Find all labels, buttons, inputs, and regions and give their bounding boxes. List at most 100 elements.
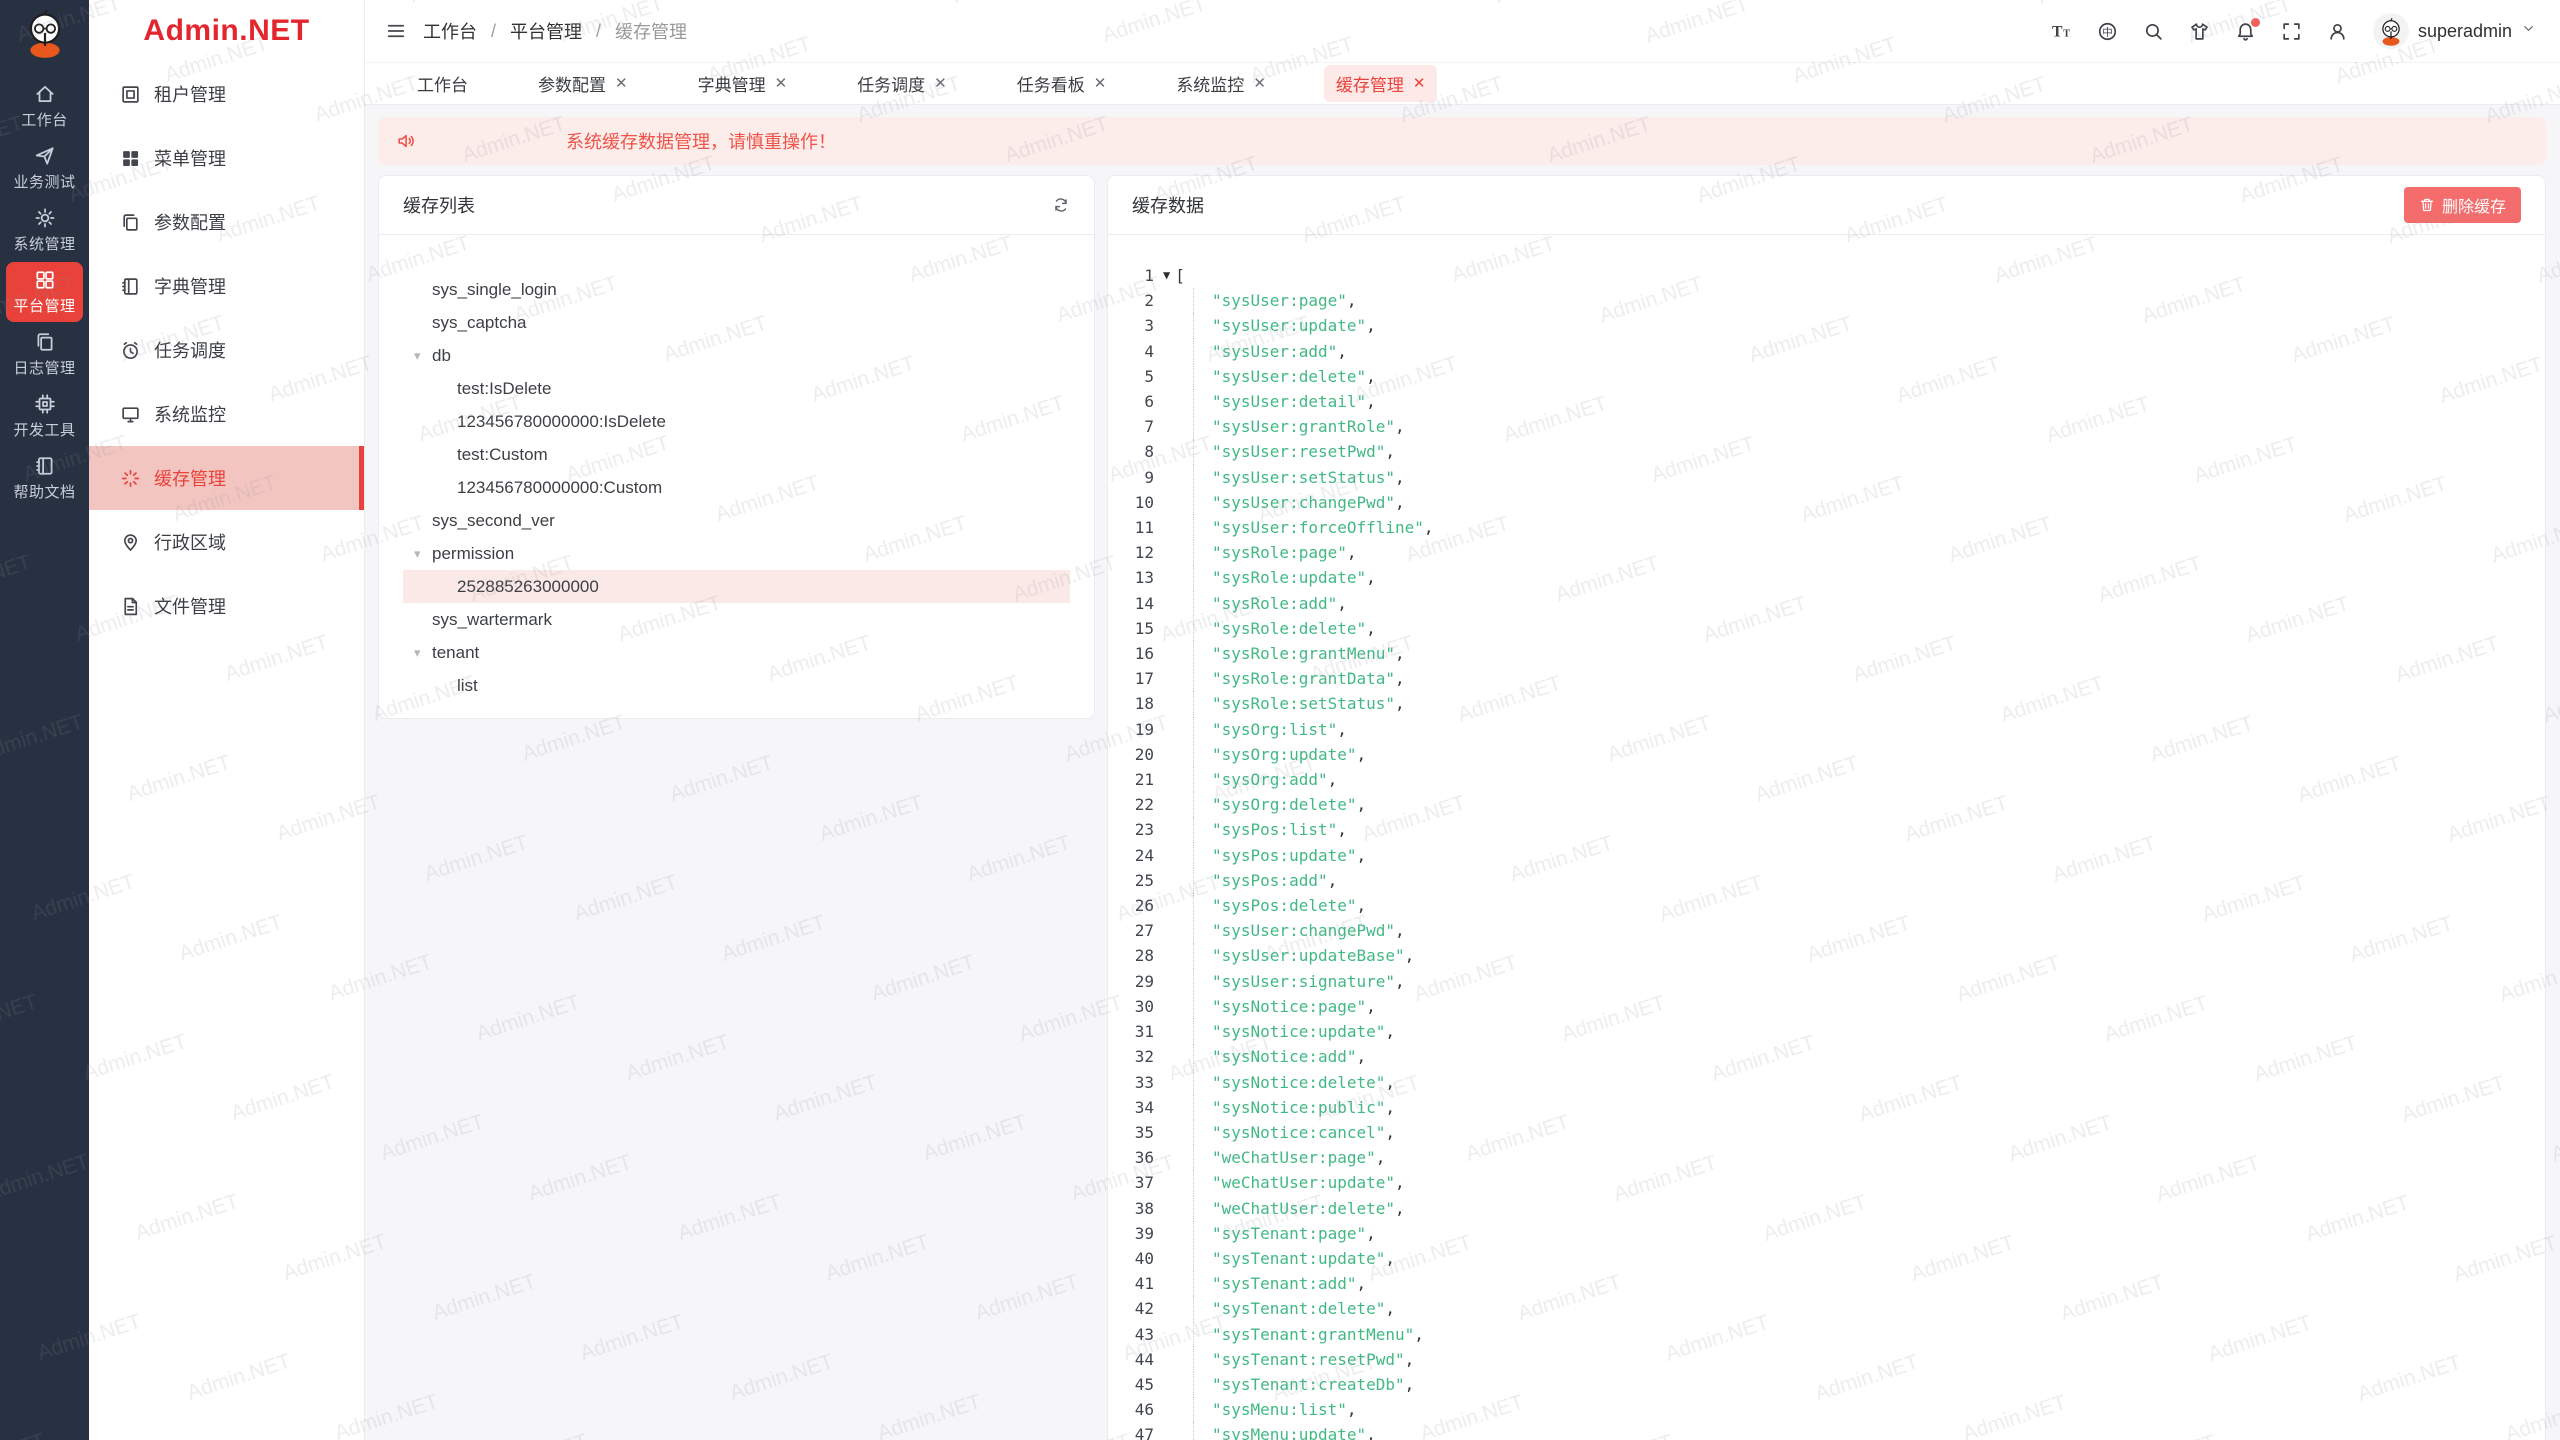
rail-item-平台管理[interactable]: 平台管理 — [6, 262, 83, 322]
tab-label: 任务看板 — [1016, 76, 1085, 95]
delete-cache-button[interactable]: 删除缓存 — [2403, 187, 2521, 223]
rail-item-日志管理[interactable]: 日志管理 — [6, 324, 83, 384]
line-number: 14 — [1134, 593, 1154, 613]
tab-缓存管理[interactable]: 缓存管理 ✕ — [1323, 65, 1438, 102]
tree-node-sys_wartermark[interactable]: sys_wartermark — [403, 603, 1070, 636]
tab-任务调度[interactable]: 任务调度 ✕ — [845, 65, 959, 102]
tab-任务看板[interactable]: 任务看板 ✕ — [1005, 65, 1119, 102]
theme-icon[interactable] — [2189, 21, 2210, 42]
refresh-icon[interactable] — [1052, 196, 1070, 214]
tree-node-sys_captcha[interactable]: sys_captcha — [403, 306, 1070, 339]
sidebar-item-系统监控[interactable]: 系统监控 — [89, 382, 364, 446]
sidebar-item-行政区域[interactable]: 行政区域 — [89, 510, 364, 574]
line-number: 44 — [1134, 1349, 1154, 1369]
sidebar-item-缓存管理[interactable]: 缓存管理 — [89, 446, 364, 510]
tree-node-123456780000000:IsDelete[interactable]: 123456780000000:IsDelete — [403, 405, 1070, 438]
line-number: 6 — [1144, 392, 1154, 412]
cache-tree: sys_single_login sys_captcha ▾ db test:I… — [379, 235, 1094, 702]
tree-node-test:IsDelete[interactable]: test:IsDelete — [403, 372, 1070, 405]
tree-node-tenant[interactable]: ▾ tenant — [403, 636, 1070, 669]
tree-node-252885263000000[interactable]: 252885263000000 — [403, 570, 1070, 603]
tree-node-123456780000000:Custom[interactable]: 123456780000000:Custom — [403, 471, 1070, 504]
code-line: 26 "sysPos:delete", — [1108, 893, 2545, 919]
tab-close-icon[interactable]: ✕ — [615, 75, 628, 92]
sidebar-item-label: 缓存管理 — [154, 469, 226, 489]
tree-node-label: sys_single_login — [432, 279, 557, 299]
secondary-sidebar: Admin.NET 租户管理 菜单管理 参数配置 字典管理 任务调度 系统监控 … — [89, 0, 365, 1440]
rail-item-帮助文档[interactable]: 帮助文档 — [6, 448, 83, 508]
line-number: 36 — [1134, 1148, 1154, 1168]
tab-close-icon[interactable]: ✕ — [774, 75, 788, 92]
line-number: 1 — [1144, 266, 1154, 285]
line-number: 13 — [1134, 568, 1154, 588]
caret-down-icon[interactable]: ▾ — [414, 347, 421, 363]
sidebar-item-参数配置[interactable]: 参数配置 — [89, 190, 364, 254]
rail-item-系统管理[interactable]: 系统管理 — [6, 200, 83, 260]
cache-json-viewer[interactable]: 1 ▼[ 2 "sysUser:page", 3 "sysUser:update… — [1108, 234, 2545, 1440]
line-number: 38 — [1134, 1198, 1154, 1218]
tree-node-label: 123456780000000:Custom — [457, 477, 663, 497]
collapse-menu-icon[interactable] — [385, 20, 407, 42]
chevron-down-icon — [2521, 21, 2536, 41]
tab-close-icon[interactable]: ✕ — [1253, 75, 1266, 92]
user-menu[interactable]: superadmin — [2372, 13, 2536, 49]
tree-node-label: sys_wartermark — [432, 609, 552, 629]
tab-close-icon[interactable]: ✕ — [1412, 75, 1426, 92]
tab-close-icon[interactable]: ✕ — [1093, 75, 1107, 92]
app-logo-text: Admin.NET — [143, 14, 310, 47]
code-line: 7 "sysUser:grantRole", — [1108, 414, 2545, 440]
line-number: 42 — [1134, 1299, 1154, 1319]
rail-item-业务测试[interactable]: 业务测试 — [6, 138, 83, 198]
breadcrumb-item[interactable]: 工作台 — [423, 22, 477, 42]
rail-item-开发工具[interactable]: 开发工具 — [6, 386, 83, 446]
line-number: 28 — [1134, 946, 1154, 966]
sidebar-item-租户管理[interactable]: 租户管理 — [89, 62, 364, 126]
rail-item-工作台[interactable]: 工作台 — [6, 76, 83, 136]
sidebar-item-菜单管理[interactable]: 菜单管理 — [89, 126, 364, 190]
code-line: 5 "sysUser:delete", — [1108, 363, 2545, 390]
tree-node-test:Custom[interactable]: test:Custom — [403, 438, 1070, 471]
copy-icon — [34, 331, 56, 353]
search-icon[interactable] — [2143, 21, 2164, 42]
app-logo-mascot[interactable] — [19, 8, 71, 60]
svg-text:中: 中 — [2102, 25, 2113, 38]
send-icon — [34, 145, 56, 167]
tree-node-sys_second_ver[interactable]: sys_second_ver — [403, 504, 1070, 537]
caret-down-icon[interactable]: ▾ — [414, 545, 421, 561]
line-number: 32 — [1134, 1047, 1154, 1067]
line-number: 26 — [1134, 896, 1154, 916]
notifications-icon[interactable] — [2235, 17, 2260, 42]
fullscreen-icon[interactable] — [2281, 21, 2302, 42]
tree-node-sys_single_login[interactable]: sys_single_login — [403, 273, 1070, 306]
user-icon[interactable] — [2327, 21, 2348, 42]
alarm-icon — [120, 340, 141, 361]
tab-字典管理[interactable]: 字典管理 ✕ — [686, 65, 800, 102]
line-number: 2 — [1144, 291, 1154, 311]
svg-text:T: T — [2063, 28, 2070, 39]
sidebar-item-任务调度[interactable]: 任务调度 — [89, 318, 364, 382]
sidebar-item-文件管理[interactable]: 文件管理 — [89, 574, 364, 638]
code-line: 16 "sysRole:grantMenu", — [1108, 641, 2545, 667]
tab-close-icon[interactable]: ✕ — [934, 75, 947, 92]
caret-down-icon[interactable]: ▾ — [414, 644, 421, 660]
language-icon[interactable]: 中 — [2097, 21, 2118, 42]
cpu-icon — [34, 393, 56, 415]
sidebar-item-字典管理[interactable]: 字典管理 — [89, 254, 364, 318]
tab-参数配置[interactable]: 参数配置 ✕ — [526, 65, 640, 102]
tab-系统监控[interactable]: 系统监控 ✕ — [1164, 65, 1278, 102]
tree-node-list[interactable]: list — [403, 669, 1070, 702]
tree-node-db[interactable]: ▾ db — [403, 339, 1070, 372]
rail-item-label: 开发工具 — [13, 422, 76, 439]
tab-工作台[interactable]: 工作台 — [405, 65, 480, 102]
pin-icon — [120, 532, 141, 553]
code-line: 1 ▼[ — [1108, 263, 2545, 288]
breadcrumb-item[interactable]: 平台管理 — [510, 22, 583, 42]
code-line: 25 "sysPos:add", — [1108, 867, 2545, 894]
tree-node-permission[interactable]: ▾ permission — [403, 537, 1070, 570]
sidebar-item-label: 租户管理 — [154, 85, 226, 105]
collapse-caret-icon[interactable]: ▼ — [1163, 268, 1171, 282]
code-line: 4 "sysUser:add", — [1108, 338, 2545, 364]
tree-node-label: 123456780000000:IsDelete — [457, 411, 666, 431]
